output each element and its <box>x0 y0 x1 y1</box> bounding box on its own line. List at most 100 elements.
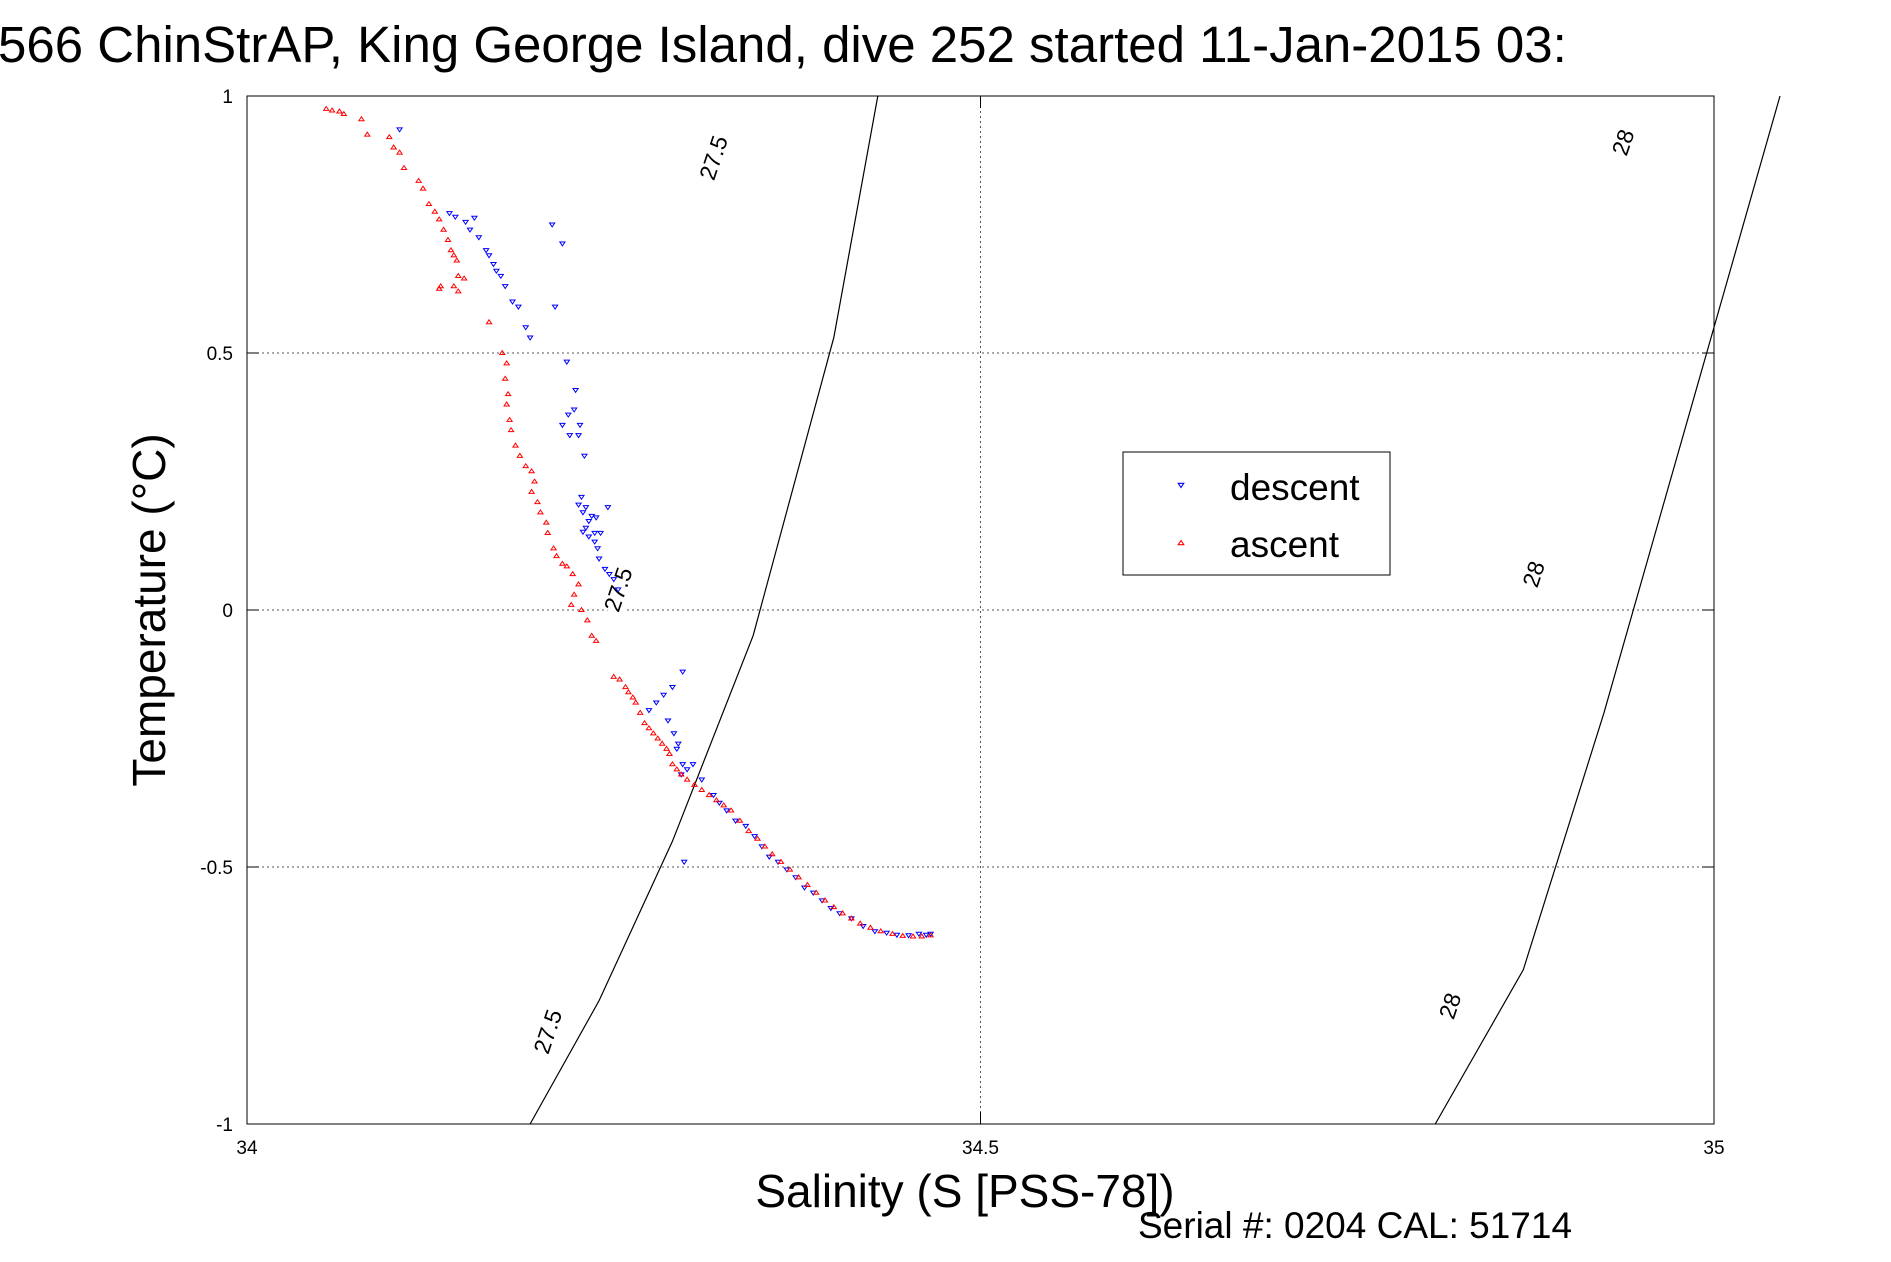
ascent-point <box>435 216 443 222</box>
descent-point <box>597 530 605 537</box>
descent-point <box>522 325 530 331</box>
ascent-point <box>795 874 803 880</box>
descent-point <box>489 262 497 268</box>
ascent-point <box>866 924 875 930</box>
descent-point <box>485 253 493 259</box>
legend-marker-descent <box>1177 482 1185 489</box>
ascent-point <box>503 360 511 366</box>
ascent-point <box>745 827 753 834</box>
descent-point <box>751 834 759 840</box>
ascent-point <box>632 699 640 705</box>
descent-point <box>582 525 590 532</box>
descent-point <box>668 685 676 691</box>
ascent-point <box>425 200 433 206</box>
descent-point <box>674 741 682 747</box>
ascent-point <box>918 933 926 939</box>
ascent-point <box>506 416 514 422</box>
descent-point <box>731 818 740 824</box>
descent-point <box>922 932 930 939</box>
descent-point <box>564 412 572 418</box>
serial-cal-text: Serial #: 0204 CAL: 51714 <box>1138 1205 1572 1246</box>
descent-point <box>475 235 483 241</box>
descent-point <box>595 556 603 562</box>
ascent-point <box>777 858 785 864</box>
descent-point <box>683 767 691 773</box>
ascent-point <box>677 771 685 777</box>
descent-point <box>570 407 578 413</box>
x-tick-label: 35 <box>1703 1138 1724 1159</box>
ascent-point <box>673 766 681 772</box>
ascent-point <box>533 498 542 505</box>
descent-point <box>652 700 660 706</box>
ascent-point <box>385 133 393 140</box>
ascent-point <box>610 673 618 679</box>
isopycnal-line-28 <box>1434 95 1781 1125</box>
chart-title: 566 ChinStrAP, King George Island, dive … <box>0 16 1567 73</box>
ascent-point <box>328 107 336 113</box>
ascent-point <box>654 735 662 741</box>
x-tick-label: 34 <box>236 1138 258 1159</box>
descent-point <box>591 530 599 537</box>
ascent-point <box>629 694 637 700</box>
descent-point <box>462 219 470 226</box>
ascent-point <box>390 144 398 150</box>
ascent-point <box>440 226 448 232</box>
descent-point <box>664 718 672 724</box>
ascent-point <box>536 509 544 515</box>
ascent-point <box>803 881 811 888</box>
ascent-point <box>447 246 455 253</box>
descent-point <box>563 359 571 365</box>
descent-point <box>445 211 453 217</box>
ascent-point <box>400 164 408 171</box>
descent-point <box>396 127 404 133</box>
ascent-point <box>705 791 713 798</box>
ascent-point <box>577 606 586 613</box>
isopycnal-label-gap <box>526 1004 570 1059</box>
descent-point <box>679 762 687 768</box>
ascent-point <box>454 272 462 278</box>
ascent-point <box>507 426 515 433</box>
descent-point <box>601 566 609 573</box>
legend-marker-ascent <box>1177 539 1185 546</box>
y-axis-label: Temperature (°C) <box>123 433 175 786</box>
descent-point <box>689 762 697 768</box>
ascent-point <box>658 740 666 746</box>
ascent-point <box>641 719 649 726</box>
descent-point <box>548 222 556 228</box>
descent-point <box>558 241 566 247</box>
descent-point <box>451 214 459 221</box>
ascent-point <box>558 560 566 566</box>
ascent-point <box>454 288 462 294</box>
descent-point <box>645 708 653 714</box>
ascent-point <box>786 866 794 872</box>
ascent-point <box>645 724 653 731</box>
descent-point <box>470 215 478 222</box>
ascent-point <box>821 897 829 903</box>
ascent-point <box>396 149 404 155</box>
ascent-point <box>322 105 330 111</box>
ascent-point <box>812 889 820 895</box>
descent-point <box>604 505 612 511</box>
ascent-point <box>592 637 600 643</box>
ascent-point <box>839 910 847 916</box>
ascent-point <box>363 131 371 137</box>
isopycnal-label-gap <box>1428 979 1472 1033</box>
ascent-point <box>668 760 676 767</box>
ascent-point <box>888 930 897 936</box>
ascent-point <box>663 745 671 751</box>
descent-point <box>591 539 599 545</box>
ascent-point <box>340 110 348 117</box>
ascent-point <box>563 563 571 569</box>
ascent-point <box>616 676 624 682</box>
y-tick-label: 0.5 <box>207 344 233 365</box>
ascent-point <box>830 903 838 910</box>
descent-point <box>585 519 593 525</box>
ascent-point <box>856 920 864 926</box>
ascent-point <box>501 375 509 381</box>
ascent-point <box>569 570 577 577</box>
y-tick-label: 0 <box>222 601 233 622</box>
legend-label-descent: descent <box>1230 467 1360 508</box>
descent-point <box>492 268 500 275</box>
